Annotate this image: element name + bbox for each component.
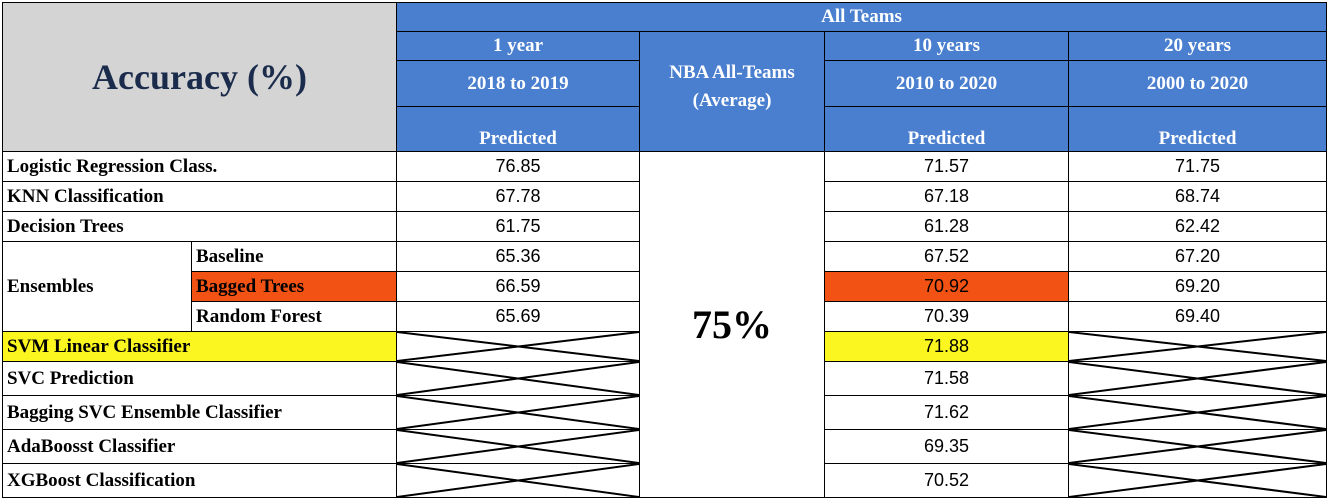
value-10years: 71.62 [824,395,1070,430]
table-row: KNN Classification 67.78 67.18 68.74 [1,181,1328,212]
row-label: Baseline [190,241,398,272]
not-applicable-cell [396,463,641,498]
row-label: Logistic Regression Class. [1,151,398,182]
table-row: Bagging SVC Ensemble Classifier 71.62 [1,395,1328,430]
value-20years: 69.20 [1068,271,1328,302]
value-10years: 71.57 [824,151,1070,182]
value-10years: 71.58 [824,361,1070,396]
header-1year-range: 2018 to 2019 [396,60,641,107]
value-1year: 67.78 [396,181,641,212]
value-10years: 70.92 [824,271,1070,302]
row-label: AdaBoosst Classifier [1,429,398,464]
row-label: KNN Classification [1,181,398,212]
value-1year: 66.59 [396,271,641,302]
value-1year: 65.36 [396,241,641,272]
value-10years: 67.52 [824,241,1070,272]
nba-average-value: 75% [639,151,826,498]
row-label: XGBoost Classification [1,463,398,498]
not-applicable-cell [396,429,641,464]
header-1year-sub: Predicted [396,106,641,152]
value-10years: 69.35 [824,429,1070,464]
not-applicable-cell [396,331,641,362]
not-applicable-cell [1068,395,1328,430]
not-applicable-cell [1068,429,1328,464]
header-nba-average: NBA All-Teams (Average) [639,31,826,152]
header-10years-range: 2010 to 2020 [824,60,1070,107]
ensembles-group-label: Ensembles [2,241,192,332]
not-applicable-cell [1068,331,1328,362]
value-20years: 68.74 [1068,181,1328,212]
header-10years-sub: Predicted [824,106,1070,152]
not-applicable-cell [396,395,641,430]
row-label: SVM Linear Classifier [1,331,398,362]
value-1year: 61.75 [396,211,641,242]
table-row: XGBoost Classification 70.52 [1,463,1328,498]
header-10years-period: 10 years [824,31,1070,61]
table-row: SVM Linear Classifier 71.88 [1,331,1328,362]
table-row: Random Forest 65.69 70.39 69.40 [3,301,1328,332]
row-label: SVC Prediction [1,361,398,396]
table-row: Bagged Trees 66.59 70.92 69.20 [3,271,1328,302]
value-20years: 67.20 [1068,241,1328,272]
row-label: Decision Trees [1,211,398,242]
value-20years: 62.42 [1068,211,1328,242]
not-applicable-cell [1068,361,1328,396]
value-20years: 71.75 [1068,151,1328,182]
value-20years: 69.40 [1068,301,1328,332]
table-row: AdaBoosst Classifier 69.35 [1,429,1328,464]
value-10years: 61.28 [824,211,1070,242]
header-nba-line1: NBA All-Teams [669,61,795,83]
value-10years: 70.39 [824,301,1070,332]
header-20years-period: 20 years [1068,31,1328,61]
header-all-teams: All Teams [396,2,1328,32]
page-title: Accuracy (%) [1,2,398,152]
row-label: Bagged Trees [190,271,398,302]
table-row: Decision Trees 61.75 61.28 62.42 [1,211,1328,242]
value-10years: 70.52 [824,463,1070,498]
value-10years: 71.88 [824,331,1070,362]
value-1year: 76.85 [396,151,641,182]
header-nba-line2: (Average) [692,89,772,111]
value-10years: 67.18 [824,181,1070,212]
not-applicable-cell [396,361,641,396]
header-20years-sub: Predicted [1068,106,1328,152]
table-row: Ensembles Baseline 65.36 67.52 67.20 [2,241,1328,332]
header-1year-period: 1 year [396,31,641,61]
row-label: Random Forest [190,301,398,332]
row-label: Bagging SVC Ensemble Classifier [1,395,398,430]
header-20years-range: 2000 to 2020 [1068,60,1328,107]
value-1year: 65.69 [396,301,641,332]
not-applicable-cell [1068,463,1328,498]
table-row: Logistic Regression Class. 76.85 75% 71.… [1,151,1328,498]
table-row: SVC Prediction 71.58 [1,361,1328,396]
